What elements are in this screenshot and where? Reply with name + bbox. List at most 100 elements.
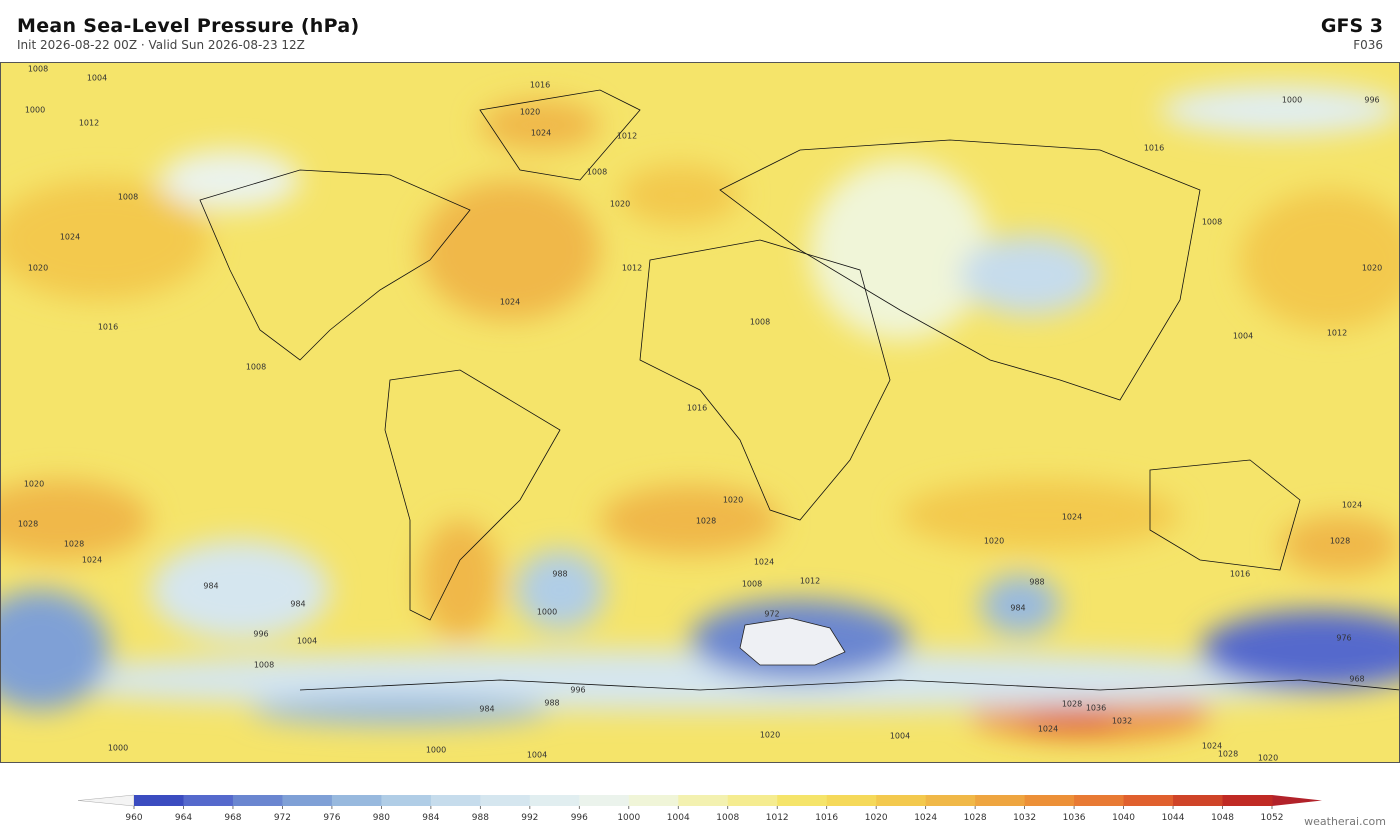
- colorbar-tick-label: 968: [224, 813, 241, 823]
- contour-label: 1024: [60, 233, 80, 242]
- contour-label: 1016: [687, 404, 707, 413]
- contour-label: 1020: [984, 537, 1004, 546]
- colorbar-tick-label: 1024: [914, 813, 937, 823]
- contour-label: 1016: [530, 81, 550, 90]
- contour-label: 1000: [1282, 96, 1302, 105]
- colorbar-bin: [678, 795, 729, 806]
- colorbar-tick-label: 996: [571, 813, 588, 823]
- subtitle: Init 2026-08-22 00Z · Valid Sun 2026-08-…: [17, 38, 305, 52]
- contour-label: 1004: [297, 637, 317, 646]
- colorbar-under: [77, 794, 135, 807]
- colorbar-bin: [282, 795, 333, 806]
- contour-label: 1012: [622, 264, 642, 273]
- colorbar-tick-label: 964: [175, 813, 192, 823]
- forecast-hour: F036: [1353, 38, 1383, 52]
- colorbar-bin: [134, 795, 184, 806]
- contour-label: 1028: [1330, 537, 1350, 546]
- colorbar-bin: [1173, 795, 1224, 806]
- colorbar-tick-label: 980: [373, 813, 390, 823]
- contour-label: 1024: [82, 556, 102, 565]
- contour-label: 1012: [800, 577, 820, 586]
- contour-label: 1008: [246, 363, 266, 372]
- colorbar-over: [1272, 795, 1322, 806]
- contour-label: 1024: [500, 298, 520, 307]
- colorbar-tick-label: 1028: [964, 813, 987, 823]
- contour-label: 984: [1010, 604, 1025, 613]
- colorbar-bin: [826, 795, 877, 806]
- contour-label: 988: [1029, 578, 1044, 587]
- contour-label: 1028: [18, 520, 38, 529]
- colorbar-bin: [1222, 795, 1273, 806]
- colorbar-bin: [925, 795, 976, 806]
- colorbar-tick-label: 960: [125, 813, 142, 823]
- contour-label: 1004: [1233, 332, 1253, 341]
- contour-label: 1028: [1062, 700, 1082, 709]
- contour-label: 1008: [742, 580, 762, 589]
- colorbar-tick-label: 984: [422, 813, 439, 823]
- contour-label: 984: [479, 705, 494, 714]
- colorbar-bin: [331, 795, 382, 806]
- colorbar-tick-label: 1052: [1261, 813, 1284, 823]
- contour-label: 1020: [1362, 264, 1382, 273]
- colorbar-bin: [727, 795, 778, 806]
- contour-label: 1000: [25, 106, 45, 115]
- contour-label: 1024: [1038, 725, 1058, 734]
- colorbar-bin: [975, 795, 1026, 806]
- contour-label: 988: [552, 570, 567, 579]
- contour-label: 996: [253, 630, 268, 639]
- contour-label: 1020: [520, 108, 540, 117]
- contour-label: 1016: [1144, 144, 1164, 153]
- contour-label: 1028: [64, 540, 84, 549]
- contour-label: 1008: [750, 318, 770, 327]
- colorbar-bin: [430, 795, 481, 806]
- colorbar-bin: [1123, 795, 1174, 806]
- colorbar-bin: [232, 795, 283, 806]
- colorbar-tick-label: 992: [521, 813, 538, 823]
- model: GFS 3: [1320, 15, 1383, 37]
- contour-labels: 1008 1004 1000 1012 1008 1024 1020 1016 …: [18, 65, 1382, 763]
- colorbar-tick-label: 1020: [865, 813, 888, 823]
- contour-label: 972: [764, 610, 779, 619]
- contour-label: 1000: [426, 746, 446, 755]
- colorbar-tick-label: 1000: [617, 813, 640, 823]
- colorbar-tick-label: 1048: [1211, 813, 1234, 823]
- contour-label: 996: [1364, 96, 1379, 105]
- contour-label: 1012: [1327, 329, 1347, 338]
- contour-label: 1020: [28, 264, 48, 273]
- contour-label: 1016: [1230, 570, 1250, 579]
- colorbar-tick-label: 1004: [667, 813, 690, 823]
- colorbar-bin: [381, 795, 432, 806]
- colorbar-tick-label: 1008: [716, 813, 739, 823]
- colorbar-tick-label: 1040: [1112, 813, 1135, 823]
- contour-label: 1016: [98, 323, 118, 332]
- contour-label: 1020: [760, 731, 780, 740]
- contour-label: 1004: [87, 74, 107, 83]
- contour-label: 1000: [537, 608, 557, 617]
- colorbar-bin: [183, 795, 234, 806]
- contour-label: 1020: [610, 200, 630, 209]
- contour-label: 1024: [1342, 501, 1362, 510]
- colorbar: 960 964 968 972 976 980 984 988 992 996 1000 1004 10…: [77, 794, 1322, 823]
- contour-label: 1008: [118, 193, 138, 202]
- contour-label: 1004: [890, 732, 910, 741]
- colorbar-bin: [480, 795, 531, 806]
- contour-label: 1008: [587, 168, 607, 177]
- contour-label: 1000: [108, 744, 128, 753]
- contour-label: 1020: [24, 480, 44, 489]
- colorbar-tick-label: 976: [323, 813, 340, 823]
- colorbar-tick-label: 972: [274, 813, 291, 823]
- colorbar-tick-label: 1044: [1162, 813, 1185, 823]
- contour-label: 984: [290, 600, 305, 609]
- colorbar-tick-label: 1012: [766, 813, 789, 823]
- contour-label: 1024: [1202, 742, 1222, 751]
- contour-label: 996: [570, 686, 585, 695]
- contour-label: 1008: [254, 661, 274, 670]
- contour-label: 988: [544, 699, 559, 708]
- contour-label: 1008: [1202, 218, 1222, 227]
- colorbar-bin: [628, 795, 679, 806]
- colorbar-bin: [876, 795, 927, 806]
- contour-label: 1020: [723, 496, 743, 505]
